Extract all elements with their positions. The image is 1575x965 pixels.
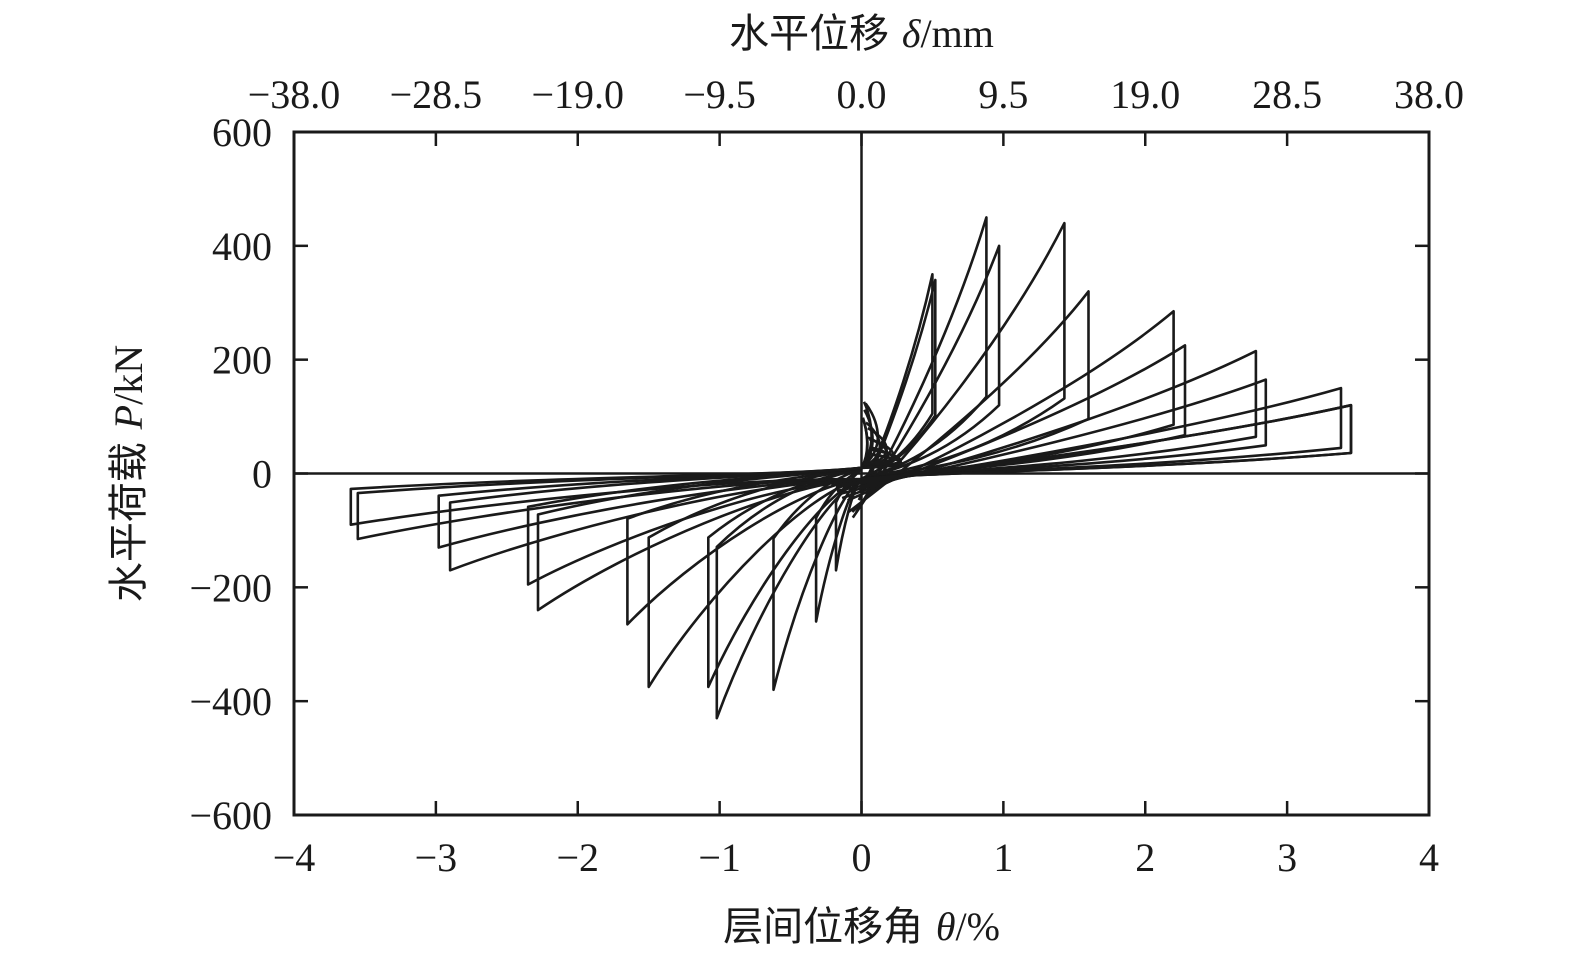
x-tick-label: −1: [698, 835, 741, 880]
y-axis-title-text: 水平荷载: [106, 429, 152, 602]
hysteresis-curves: [349, 216, 1353, 720]
y-tick-label: −200: [189, 565, 272, 610]
x-axis-title: 层间位移角 θ/%: [723, 904, 1000, 950]
x-axis-title-unit: /%: [955, 904, 999, 949]
x2-tick-label: −28.5: [390, 72, 483, 117]
x2-tick-label: −9.5: [683, 72, 756, 117]
x-tick-label: 1: [993, 835, 1013, 880]
y-axis-title-unit: /kN: [106, 345, 151, 405]
x2-axis-title-unit: /mm: [920, 11, 993, 56]
x2-tick-label: 28.5: [1252, 72, 1322, 117]
tick-labels: −4 −3 −2 −1 0 1 2 3 4 −38.0 −28.5 −19.0 −9.5 0.0 9.5 19…: [189, 72, 1464, 880]
x2-tick-label: 0.0: [837, 72, 887, 117]
x2-tick-label: 38.0: [1394, 72, 1464, 117]
hysteresis-loop-1: [834, 273, 934, 572]
y-axis-title-symbol: P: [106, 405, 151, 430]
y-axis-title: 水平荷载 P/kN: [106, 345, 152, 602]
x2-tick-label: 9.5: [978, 72, 1028, 117]
x2-axis-title-symbol: δ: [902, 11, 922, 56]
x2-tick-label: −38.0: [248, 72, 341, 117]
y-tick-label: 400: [212, 224, 272, 269]
x2-axis-title-text: 水平位移: [729, 11, 902, 57]
x-tick-label: 4: [1419, 835, 1439, 880]
x-axis-title-symbol: θ: [936, 904, 956, 949]
hysteresis-loop-10: [448, 378, 1268, 572]
x-tick-label: −3: [415, 835, 458, 880]
y-tick-label: 0: [252, 452, 272, 497]
x-tick-label: −2: [556, 835, 599, 880]
x-tick-label: 3: [1277, 835, 1297, 880]
hysteresis-loop-13: [349, 403, 1353, 526]
x-tick-label: −4: [273, 835, 316, 880]
tick-marks: [292, 130, 1431, 817]
x-tick-label: 0: [852, 835, 872, 880]
y-tick-label: −600: [189, 793, 272, 838]
y-tick-label: 600: [212, 110, 272, 155]
x2-tick-label: 19.0: [1110, 72, 1180, 117]
x-tick-label: 2: [1135, 835, 1155, 880]
y-tick-label: 200: [212, 338, 272, 383]
x2-axis-title: 水平位移 δ/mm: [729, 11, 994, 57]
x-axis-title-text: 层间位移角: [723, 904, 936, 950]
x2-tick-label: −19.0: [531, 72, 624, 117]
y-tick-label: −400: [189, 679, 272, 724]
